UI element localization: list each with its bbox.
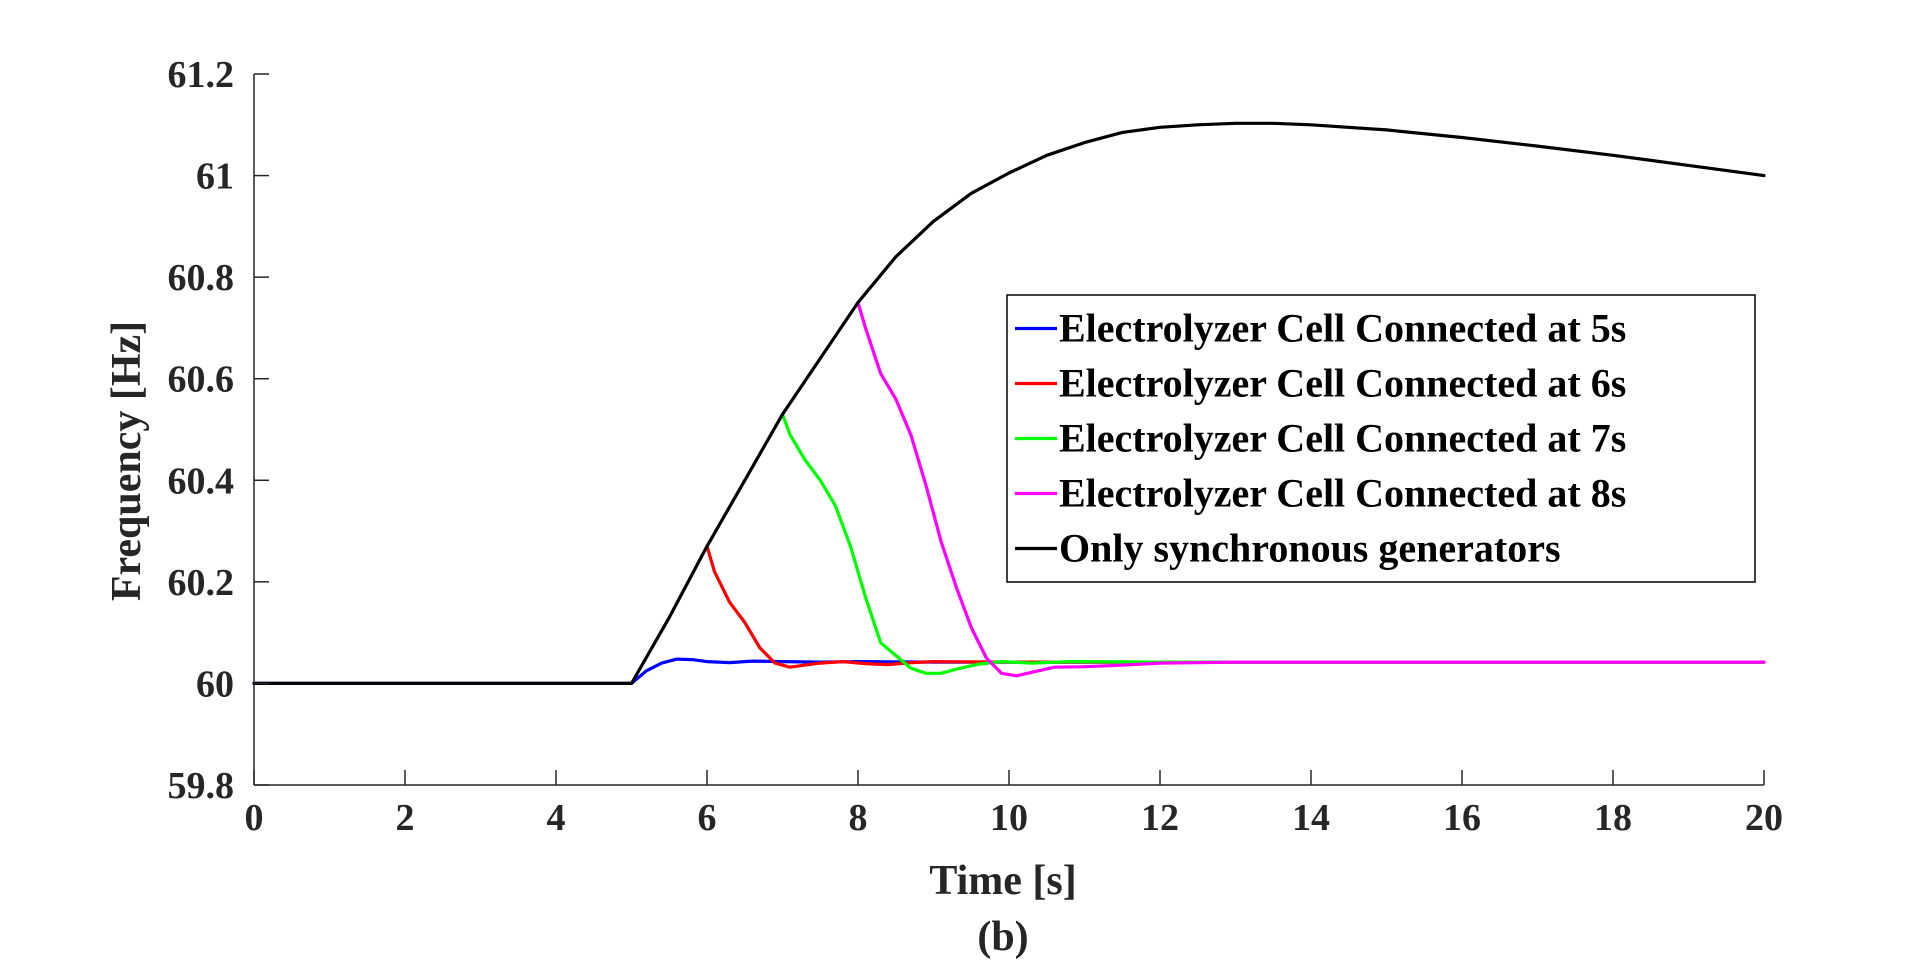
x-tick-label: 20 [1745,797,1783,839]
legend-label: Only synchronous generators [1059,526,1561,571]
legend: Electrolyzer Cell Connected at 5s Electro… [1006,294,1756,583]
series-line-5 [252,121,1766,686]
legend-label: Electrolyzer Cell Connected at 7s [1059,416,1626,461]
series-line-4 [856,300,1766,678]
x-tick-label: 0 [245,797,264,839]
x-axis-title: Time [s] [929,858,1076,904]
figure-caption: (b) [977,914,1028,960]
y-axis-title: Frequency [Hz] [104,321,150,601]
legend-label: Electrolyzer Cell Connected at 8s [1059,471,1626,516]
legend-label: Electrolyzer Cell Connected at 5s [1059,306,1626,351]
y-tick-label: 61 [196,156,234,198]
x-tick-label: 8 [849,797,868,839]
y-tick-label: 60.4 [168,460,235,502]
x-tick-label: 14 [1292,797,1330,839]
x-tick-label: 2 [396,797,415,839]
series-layer [252,121,1766,686]
x-tick-label: 4 [547,797,566,839]
y-tick-label: 60.6 [168,359,235,401]
y-tick-label: 59.8 [168,765,235,807]
legend-box [1006,294,1756,583]
y-tick-label: 60.8 [168,257,235,299]
x-tick-label: 6 [698,797,717,839]
legend-label: Electrolyzer Cell Connected at 6s [1059,361,1626,406]
x-tick-label: 18 [1594,797,1632,839]
y-tick-label: 60.2 [168,562,235,604]
axes: 0 2 4 6 8 10 12 14 16 18 20 59.8 60 60.2 60.4 60.6 60.8 6… [168,54,1784,839]
x-tick-label: 12 [1141,797,1179,839]
x-tick-label: 16 [1443,797,1481,839]
y-tick-label: 60 [196,663,234,705]
x-tick-label: 10 [990,797,1028,839]
y-tick-label: 61.2 [168,54,235,96]
